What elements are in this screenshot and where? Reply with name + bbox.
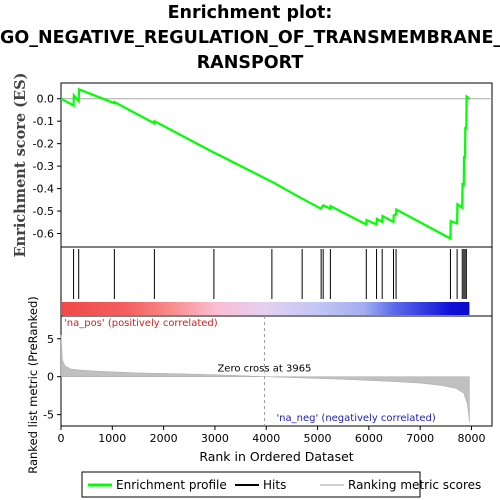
x-axis: 0 1000 2000 3000 4000 5000 6000 7000 8000 Rank in… xyxy=(58,426,485,464)
metric-y-tick-label: 5 xyxy=(47,333,54,346)
x-tick-label: 3000 xyxy=(201,432,229,445)
metric-panel: Zero cross at 3965 'na_pos' (positively c… xyxy=(26,296,493,474)
es-y-tick-label: -0.5 xyxy=(33,205,54,218)
chart-title-line-1: Enrichment plot: xyxy=(167,3,333,23)
es-y-tick-label: -0.3 xyxy=(33,160,54,173)
metric-y-tick-label: -5 xyxy=(43,409,54,422)
es-y-axis-label: Enrichment score (ES) xyxy=(12,73,29,258)
x-tick-label: 2000 xyxy=(150,432,178,445)
legend-label: Hits xyxy=(263,478,286,492)
es-y-tick-label: -0.2 xyxy=(33,138,54,151)
es-y-tick-label: -0.1 xyxy=(33,115,54,128)
chart-title-line-2: GO_NEGATIVE_REGULATION_OF_TRANSMEMBRANE_… xyxy=(0,28,500,48)
ranking-metric-area xyxy=(60,334,470,423)
x-tick-label: 0 xyxy=(58,432,65,445)
x-tick-label: 8000 xyxy=(457,432,485,445)
ranking-heat-bar xyxy=(61,302,470,315)
legend: Enrichment profile Hits Ranking metric sco… xyxy=(81,471,481,498)
legend-label: Enrichment profile xyxy=(116,478,227,492)
x-tick-label: 6000 xyxy=(355,432,383,445)
es-y-tick-label: 0.0 xyxy=(37,93,55,106)
zero-cross-label: Zero cross at 3965 xyxy=(217,364,311,375)
es-panel: 0.0 -0.1 -0.2 -0.3 -0.4 -0.5 -0.6 Enrichment sc… xyxy=(12,73,493,258)
x-tick-label: 4000 xyxy=(252,432,280,445)
x-axis-label: Rank in Ordered Dataset xyxy=(199,449,353,464)
es-y-tick-label: -0.6 xyxy=(33,228,54,241)
metric-y-axis-label: Ranked list metric (PreRanked) xyxy=(26,296,40,474)
heat-panel xyxy=(61,302,470,315)
es-y-tick-label: -0.4 xyxy=(33,183,54,196)
x-tick-label: 7000 xyxy=(406,432,434,445)
enrichment-profile-line xyxy=(60,87,471,241)
positive-correlation-label: 'na_pos' (positively correlated) xyxy=(64,318,218,329)
legend-label: Ranking metric scores xyxy=(348,478,481,492)
negative-correlation-label: 'na_neg' (negatively correlated) xyxy=(276,413,435,424)
x-tick-label: 1000 xyxy=(98,432,126,445)
chart-title-line-3: RANSPORT xyxy=(196,53,304,73)
es-frame xyxy=(60,82,493,248)
metric-y-tick-label: 0 xyxy=(47,371,54,384)
x-tick-label: 5000 xyxy=(304,432,332,445)
